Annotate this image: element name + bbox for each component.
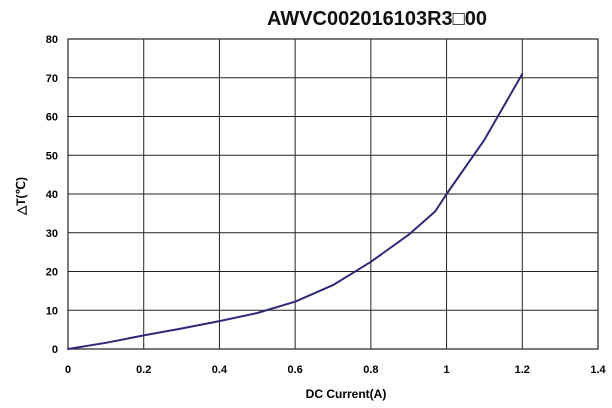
plot-frame xyxy=(67,38,599,350)
y-tick-label: 40 xyxy=(46,189,58,201)
y-tick-labels: 0 10 20 30 40 50 60 70 80 xyxy=(46,34,58,356)
x-tick-label: 0 xyxy=(65,364,71,376)
series-line xyxy=(67,72,524,350)
y-tick-label: 0 xyxy=(52,344,58,356)
y-axis-title: △T(℃) xyxy=(14,177,28,216)
x-tick-label: 0.2 xyxy=(136,364,151,376)
chart-title: AWVC002016103R3□00 xyxy=(267,8,487,30)
x-axis-title: DC Current(A) xyxy=(306,387,387,401)
y-tick-label: 10 xyxy=(46,305,58,317)
y-tick-label: 30 xyxy=(46,228,58,240)
x-tick-label: 0.6 xyxy=(287,364,302,376)
y-tick-label: 60 xyxy=(46,112,58,124)
y-tick-label: 80 xyxy=(46,34,58,46)
x-tick-label: 1.2 xyxy=(515,364,530,376)
y-tick-label: 50 xyxy=(46,150,58,162)
x-tick-label: 0.4 xyxy=(212,364,228,376)
x-tick-label: 0.8 xyxy=(363,364,378,376)
grid xyxy=(67,38,599,350)
x-tick-label: 1 xyxy=(444,364,450,376)
x-tick-labels: 0 0.2 0.4 0.6 0.8 1 1.2 1.4 xyxy=(65,364,607,376)
x-tick-label: 1.4 xyxy=(590,364,606,376)
y-tick-label: 20 xyxy=(46,267,58,279)
y-tick-label: 70 xyxy=(46,73,58,85)
